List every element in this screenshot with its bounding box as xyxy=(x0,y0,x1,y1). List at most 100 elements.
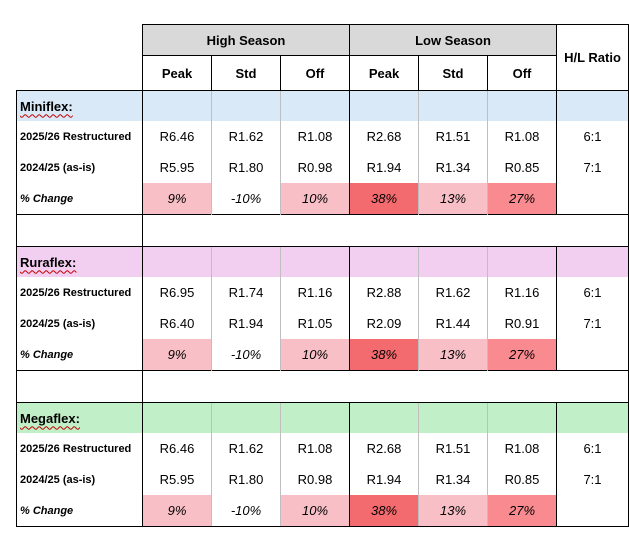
miniflex-band-cell xyxy=(487,90,557,121)
tariff-value-cell: R0.98 xyxy=(280,464,350,495)
percent-change-cell: -10% xyxy=(211,339,281,371)
tariff-value-cell: R1.08 xyxy=(280,433,350,464)
megaflex-band-cell xyxy=(487,402,557,433)
tariff-value-cell: R0.91 xyxy=(487,308,557,339)
tariff-value-cell: R0.85 xyxy=(487,152,557,183)
percent-change-row: % Change 9% -10% 10% 38% 13% 27% xyxy=(16,495,629,527)
ruraflex-group-row: Ruraflex: xyxy=(16,246,629,277)
tariff-value-cell: R0.85 xyxy=(487,464,557,495)
percent-change-label: % Change xyxy=(16,495,143,527)
percent-change-cell: 9% xyxy=(142,495,212,527)
percent-change-cell: 27% xyxy=(487,183,557,215)
percent-change-cell: 38% xyxy=(349,495,419,527)
tariff-value-cell: R1.05 xyxy=(280,308,350,339)
tariff-value-cell: R1.51 xyxy=(418,433,488,464)
tariff-value-cell: R1.74 xyxy=(211,277,281,308)
megaflex-band-cell xyxy=(418,402,488,433)
row-label: 2024/25 (as-is) xyxy=(16,464,143,495)
col-header-high-off: Off xyxy=(280,55,350,91)
hl-ratio-value: 6:1 xyxy=(556,121,629,152)
percent-change-cell: -10% xyxy=(211,495,281,527)
tariff-value-cell: R1.34 xyxy=(418,152,488,183)
tariff-value-cell: R6.95 xyxy=(142,277,212,308)
miniflex-band-ratio-cell xyxy=(556,90,629,121)
percent-change-label: % Change xyxy=(16,183,143,215)
miniflex-band-cell xyxy=(280,90,350,121)
tariff-value-cell: R1.16 xyxy=(280,277,350,308)
ruraflex-band-cell xyxy=(142,246,212,277)
hl-ratio-empty-cell xyxy=(556,495,629,527)
row-label: 2024/25 (as-is) xyxy=(16,152,143,183)
miniflex-band-cell xyxy=(211,90,281,121)
tariff-value-cell: R1.80 xyxy=(211,464,281,495)
ruraflex-band-cell xyxy=(418,246,488,277)
tariff-value-cell: R5.95 xyxy=(142,152,212,183)
tariff-value-cell: R0.98 xyxy=(280,152,350,183)
row-label: 2024/25 (as-is) xyxy=(16,308,143,339)
hl-ratio-value: 6:1 xyxy=(556,433,629,464)
megaflex-group-name: Megaflex: xyxy=(20,410,80,426)
miniflex-group-row: Miniflex: xyxy=(16,90,629,121)
hl-ratio-value: 6:1 xyxy=(556,277,629,308)
megaflex-band-ratio-cell xyxy=(556,402,629,433)
high-season-header: High Season xyxy=(142,24,350,56)
megaflex-group-label: Megaflex: xyxy=(16,402,143,433)
tariff-value-cell: R1.34 xyxy=(418,464,488,495)
spacer-label-cell xyxy=(16,370,143,403)
percent-change-cell: 27% xyxy=(487,495,557,527)
low-season-header: Low Season xyxy=(349,24,557,56)
percent-change-cell: 13% xyxy=(418,339,488,371)
col-header-low-off: Off xyxy=(487,55,557,91)
ruraflex-band-cell xyxy=(211,246,281,277)
miniflex-band-cell xyxy=(418,90,488,121)
spacer-fill-cell xyxy=(142,370,629,403)
tariff-value-cell: R6.46 xyxy=(142,121,212,152)
tariff-value-cell: R1.80 xyxy=(211,152,281,183)
table-row: 2025/26 Restructured R6.46 R1.62 R1.08 R2.68… xyxy=(16,433,629,464)
tariff-value-cell: R1.94 xyxy=(211,308,281,339)
spacer-fill-cell xyxy=(142,214,629,247)
tariff-value-cell: R1.94 xyxy=(349,464,419,495)
miniflex-group-label: Miniflex: xyxy=(16,90,143,121)
tariff-value-cell: R2.09 xyxy=(349,308,419,339)
row-label: 2025/26 Restructured xyxy=(16,277,143,308)
table-row: 2025/26 Restructured R6.46 R1.62 R1.08 R2.68… xyxy=(16,121,629,152)
tariff-value-cell: R1.62 xyxy=(211,121,281,152)
ruraflex-band-cell xyxy=(487,246,557,277)
tariff-value-cell: R1.44 xyxy=(418,308,488,339)
megaflex-group-row: Megaflex: xyxy=(16,402,629,433)
ruraflex-band-ratio-cell xyxy=(556,246,629,277)
tariff-value-cell: R1.08 xyxy=(487,433,557,464)
hl-ratio-empty-cell xyxy=(556,183,629,215)
tariff-value-cell: R1.94 xyxy=(349,152,419,183)
percent-change-cell: 27% xyxy=(487,339,557,371)
spacer-label-cell xyxy=(16,214,143,247)
group-spacer-row xyxy=(16,370,629,403)
row-label: 2025/26 Restructured xyxy=(16,121,143,152)
percent-change-cell: 38% xyxy=(349,339,419,371)
megaflex-band-cell xyxy=(280,402,350,433)
tariff-comparison-table: High Season Low Season H/L Ratio Peak St… xyxy=(16,24,629,527)
tariff-value-cell: R2.68 xyxy=(349,121,419,152)
header-corner xyxy=(17,56,143,91)
percent-change-cell: 10% xyxy=(280,339,350,371)
percent-change-row: % Change 9% -10% 10% 38% 13% 27% xyxy=(16,339,629,371)
tariff-value-cell: R5.95 xyxy=(142,464,212,495)
col-header-high-std: Std xyxy=(211,55,281,91)
col-header-low-std: Std xyxy=(418,55,488,91)
ruraflex-band-cell xyxy=(280,246,350,277)
tariff-value-cell: R1.08 xyxy=(280,121,350,152)
megaflex-band-cell xyxy=(349,402,419,433)
percent-change-label: % Change xyxy=(16,339,143,371)
group-spacer-row xyxy=(16,214,629,247)
megaflex-band-cell xyxy=(142,402,212,433)
tariff-value-cell: R6.40 xyxy=(142,308,212,339)
percent-change-cell: 13% xyxy=(418,495,488,527)
row-label: 2025/26 Restructured xyxy=(16,433,143,464)
tariff-value-cell: R1.62 xyxy=(418,277,488,308)
col-header-low-peak: Peak xyxy=(349,55,419,91)
miniflex-band-cell xyxy=(349,90,419,121)
percent-change-cell: 13% xyxy=(418,183,488,215)
ruraflex-band-cell xyxy=(349,246,419,277)
tariff-value-cell: R1.08 xyxy=(487,121,557,152)
